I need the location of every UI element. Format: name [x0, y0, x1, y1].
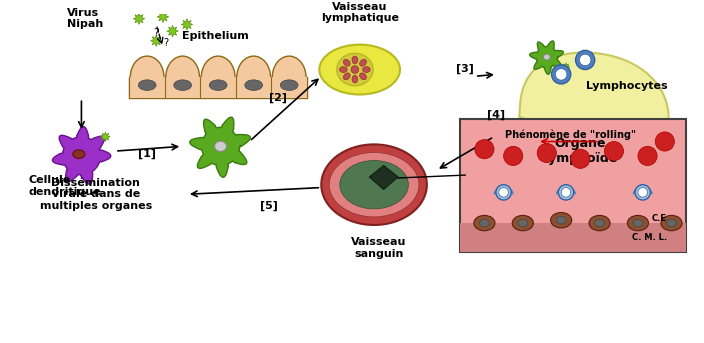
Ellipse shape — [661, 215, 682, 231]
Circle shape — [638, 146, 657, 165]
Circle shape — [571, 149, 590, 168]
Circle shape — [576, 50, 595, 70]
Polygon shape — [133, 13, 145, 24]
Polygon shape — [562, 63, 570, 71]
Text: [5]: [5] — [260, 201, 277, 211]
Ellipse shape — [174, 80, 191, 91]
Polygon shape — [151, 35, 162, 47]
Text: Phénomène de "rolling": Phénomène de "rolling" — [505, 130, 636, 141]
Ellipse shape — [344, 59, 350, 66]
Bar — [130, 77, 165, 98]
Ellipse shape — [344, 73, 350, 80]
Ellipse shape — [595, 219, 604, 227]
Ellipse shape — [513, 215, 534, 231]
Bar — [272, 77, 307, 98]
Ellipse shape — [321, 144, 427, 225]
Ellipse shape — [201, 56, 235, 98]
Circle shape — [551, 65, 571, 84]
Circle shape — [635, 185, 650, 200]
Polygon shape — [370, 165, 398, 189]
Ellipse shape — [351, 66, 359, 73]
Ellipse shape — [329, 152, 419, 217]
Ellipse shape — [667, 219, 677, 227]
Text: Dissémination
virale dans de
multiples organes: Dissémination virale dans de multiples o… — [39, 178, 152, 211]
Ellipse shape — [130, 56, 164, 98]
Ellipse shape — [215, 141, 227, 152]
Polygon shape — [167, 25, 178, 37]
Ellipse shape — [474, 215, 495, 231]
Ellipse shape — [521, 212, 524, 215]
Ellipse shape — [363, 67, 370, 72]
Ellipse shape — [209, 80, 227, 91]
Circle shape — [503, 146, 523, 165]
Text: Cellule
dendritique: Cellule dendritique — [29, 175, 101, 197]
Ellipse shape — [320, 45, 400, 94]
Ellipse shape — [272, 56, 306, 98]
Polygon shape — [190, 117, 251, 177]
Ellipse shape — [627, 215, 648, 231]
Ellipse shape — [360, 59, 366, 66]
Polygon shape — [513, 204, 533, 224]
Circle shape — [558, 185, 574, 200]
Ellipse shape — [360, 73, 366, 80]
Polygon shape — [101, 132, 111, 142]
Circle shape — [474, 140, 494, 159]
Polygon shape — [181, 19, 193, 30]
Text: [4]: [4] — [487, 109, 505, 120]
Text: Vaisseau
sanguin: Vaisseau sanguin — [351, 237, 406, 259]
Text: C. M. L.: C. M. L. — [631, 233, 667, 242]
Ellipse shape — [518, 219, 527, 227]
Ellipse shape — [245, 80, 263, 91]
Ellipse shape — [73, 150, 85, 158]
Text: ?: ? — [153, 28, 159, 38]
Text: [2]: [2] — [269, 93, 287, 104]
Bar — [236, 77, 272, 98]
FancyBboxPatch shape — [460, 119, 686, 252]
Circle shape — [638, 188, 648, 197]
Text: Lymphocytes: Lymphocytes — [586, 81, 667, 91]
Text: ?: ? — [163, 38, 168, 48]
Polygon shape — [157, 11, 169, 23]
Ellipse shape — [237, 56, 270, 98]
Ellipse shape — [138, 80, 156, 91]
Bar — [130, 77, 307, 98]
Text: [1]: [1] — [138, 149, 156, 159]
Ellipse shape — [337, 53, 373, 86]
Ellipse shape — [589, 215, 610, 231]
Ellipse shape — [556, 216, 566, 224]
Circle shape — [579, 54, 591, 66]
Circle shape — [604, 142, 624, 161]
Bar — [201, 77, 236, 98]
Ellipse shape — [352, 56, 358, 64]
Polygon shape — [52, 127, 111, 184]
Text: Epithelium: Epithelium — [182, 31, 249, 41]
Ellipse shape — [339, 67, 347, 72]
Ellipse shape — [340, 161, 408, 209]
Ellipse shape — [352, 75, 358, 83]
Ellipse shape — [479, 219, 489, 227]
Polygon shape — [529, 41, 563, 74]
Polygon shape — [517, 52, 669, 215]
Ellipse shape — [564, 214, 568, 217]
Ellipse shape — [543, 54, 550, 60]
Ellipse shape — [633, 219, 643, 227]
Bar — [460, 223, 686, 252]
Bar — [165, 77, 201, 98]
Text: Organe
lymphoïde: Organe lymphoïde — [543, 137, 617, 165]
Circle shape — [561, 188, 571, 197]
Text: C.E: C.E — [652, 214, 667, 223]
Circle shape — [496, 185, 511, 200]
Ellipse shape — [165, 56, 199, 98]
Circle shape — [655, 132, 674, 151]
Ellipse shape — [280, 80, 298, 91]
Circle shape — [555, 69, 567, 80]
Circle shape — [499, 188, 508, 197]
Ellipse shape — [551, 213, 572, 228]
Text: [3]: [3] — [456, 63, 474, 74]
Polygon shape — [555, 206, 576, 226]
Circle shape — [537, 143, 556, 163]
Text: Vaisseau
lymphatique: Vaisseau lymphatique — [321, 2, 398, 23]
Text: Virus
Nipah: Virus Nipah — [67, 8, 103, 29]
